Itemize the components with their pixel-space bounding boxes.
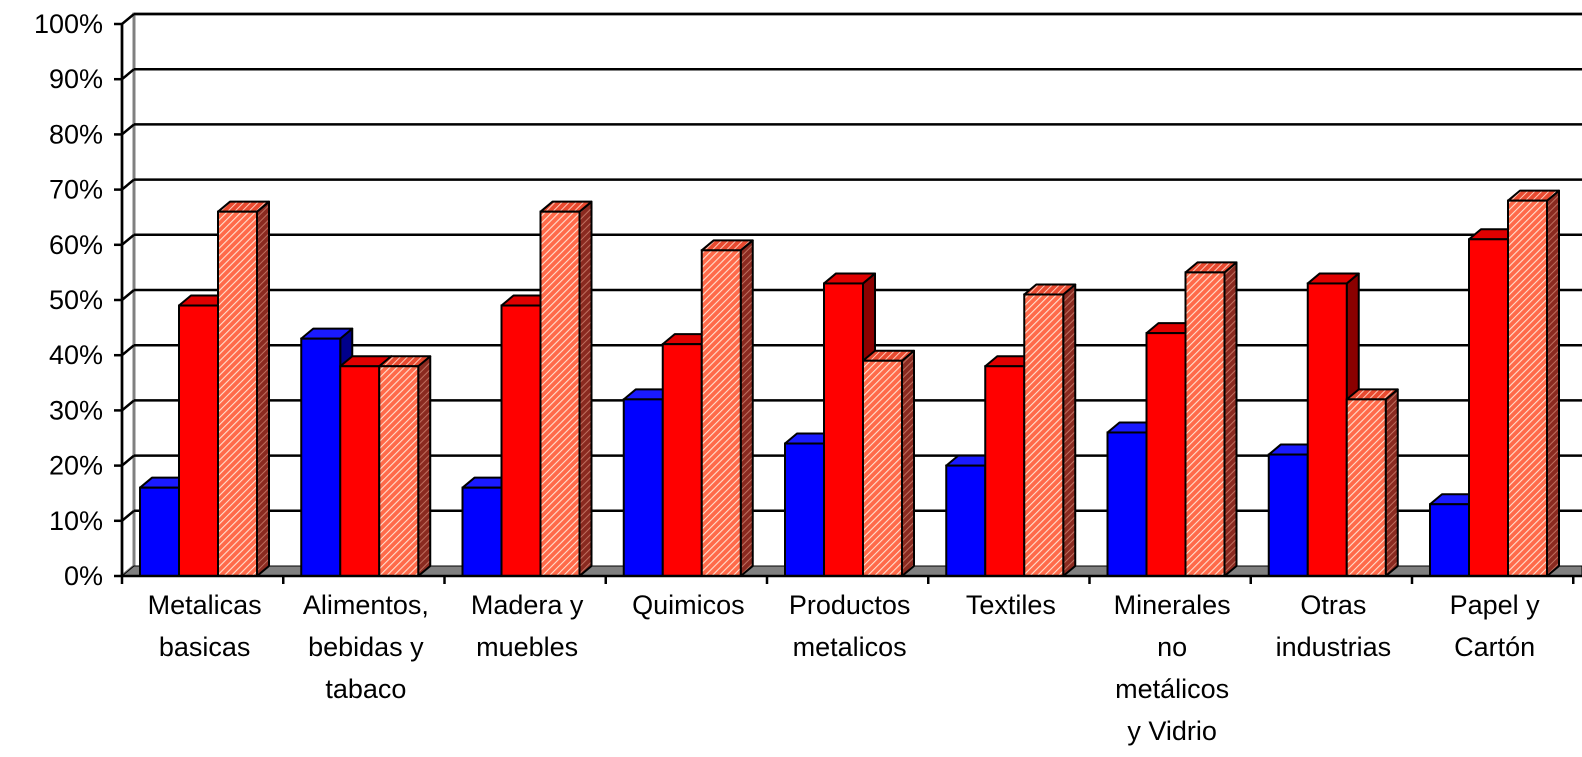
x-category-label-line: bebidas y — [308, 632, 424, 662]
bar-front — [1306, 282, 1348, 577]
bar-front — [1345, 398, 1387, 577]
bar-side — [1384, 388, 1399, 577]
x-category-label-line: Productos — [789, 590, 911, 620]
gridline-depth — [121, 289, 135, 301]
x-category-label-line: basicas — [159, 632, 251, 662]
bar-front — [862, 359, 903, 577]
x-category-label-line: metálicos — [1115, 674, 1229, 704]
bar-front — [178, 304, 219, 577]
gridline-depth — [121, 123, 135, 136]
y-tick-label: 100% — [34, 9, 103, 39]
x-category-label-line: Madera y — [471, 590, 584, 620]
gridline-depth — [121, 13, 135, 25]
bar — [1184, 261, 1238, 577]
y-tick-label: 50% — [49, 285, 103, 315]
bar-front — [1023, 293, 1065, 577]
bar-front — [1184, 271, 1226, 577]
x-category-label-line: Textiles — [966, 590, 1056, 620]
x-axis: Metalicas basicas Alimentos, bebidas y tabac… — [120, 574, 1582, 746]
gridline-depth — [121, 178, 135, 191]
bar-side — [578, 200, 593, 577]
bar-front — [139, 486, 180, 577]
bars — [139, 189, 1560, 578]
bar-front — [217, 210, 258, 577]
x-category-label: Quimicos — [632, 590, 745, 620]
x-category-label-line: y Vidrio — [1127, 716, 1217, 746]
x-category-label-line: Papel y — [1450, 590, 1541, 620]
x-category-label-line: Alimentos, — [303, 590, 429, 620]
x-category-label-line: no — [1157, 632, 1187, 662]
bar-front — [984, 365, 1026, 577]
bar — [539, 200, 593, 577]
bar-side — [901, 349, 915, 577]
x-category-label-line: muebles — [476, 632, 578, 662]
x-category-label-line: Otras — [1300, 590, 1366, 620]
bar — [1306, 272, 1360, 577]
bar-front — [622, 398, 664, 577]
y-tick-label: 20% — [49, 451, 103, 481]
x-category-label: Minerales no metálicos y Vidrio — [1114, 590, 1231, 746]
x-category-label-line: Cartón — [1454, 632, 1535, 662]
bar-side — [417, 355, 432, 577]
x-category-label: Otras industrias — [1276, 590, 1392, 662]
bar-front — [700, 249, 742, 577]
bar-front — [300, 337, 342, 578]
gridline-depth — [121, 233, 135, 246]
gridline-depth — [121, 344, 135, 357]
y-tick-label: 80% — [49, 119, 103, 149]
x-category-label: Alimentos, bebidas y tabaco — [303, 590, 429, 704]
bar-front — [1106, 431, 1148, 578]
bar-front — [339, 365, 381, 577]
x-category-label: Metalicas basicas — [148, 590, 262, 662]
bar-front — [500, 304, 542, 577]
bar-side — [1546, 189, 1560, 577]
gridline-depth — [121, 509, 135, 522]
y-tick-label: 70% — [49, 175, 103, 205]
x-category-label-line: metalicos — [793, 632, 907, 662]
x-category-label: Papel y Cartón — [1450, 590, 1541, 662]
bar-front — [1429, 503, 1470, 577]
bar — [1023, 283, 1077, 577]
bar-front — [461, 486, 503, 577]
y-tick-label: 30% — [49, 395, 103, 425]
bar — [700, 239, 754, 577]
bar-front — [661, 343, 703, 577]
bar-side — [1062, 283, 1077, 577]
y-tick-label: 10% — [49, 506, 103, 536]
bar-front — [1145, 332, 1187, 577]
bar-front — [784, 442, 825, 577]
bar-front — [1267, 453, 1309, 577]
x-category-label: Textiles — [966, 590, 1056, 620]
bar-front — [1468, 238, 1509, 577]
x-category-label: Madera y muebles — [471, 590, 584, 662]
bar — [1507, 189, 1560, 577]
gridline-depth — [121, 68, 135, 81]
bar — [862, 349, 915, 577]
bar-side — [1223, 261, 1238, 577]
y-tick-label: 0% — [64, 561, 103, 591]
x-category-label-line: tabaco — [325, 674, 406, 704]
bar — [1345, 388, 1399, 577]
y-tick-label: 90% — [49, 64, 103, 94]
bar-front — [1507, 199, 1548, 577]
bar-side — [256, 200, 270, 577]
gridline-depth — [121, 399, 135, 412]
x-category-label: Productos metalicos — [789, 590, 911, 662]
x-category-label-line: Quimicos — [632, 590, 745, 620]
bar-front — [823, 282, 864, 577]
y-axis: 0% 10% 20% 30% 40% 50% 60% 70% 80% 90% 100% — [34, 9, 124, 591]
gridline-depth — [121, 454, 135, 467]
bar-side — [739, 239, 754, 577]
y-tick-label: 60% — [49, 230, 103, 260]
bar — [217, 200, 270, 577]
x-category-label-line: Minerales — [1114, 590, 1231, 620]
y-tick-label: 40% — [49, 340, 103, 370]
bar — [378, 355, 432, 577]
bar-front — [378, 365, 420, 577]
x-category-label-line: Metalicas — [148, 590, 262, 620]
bar-front — [945, 464, 987, 578]
x-category-label-line: industrias — [1276, 632, 1392, 662]
bar-front — [539, 210, 581, 577]
